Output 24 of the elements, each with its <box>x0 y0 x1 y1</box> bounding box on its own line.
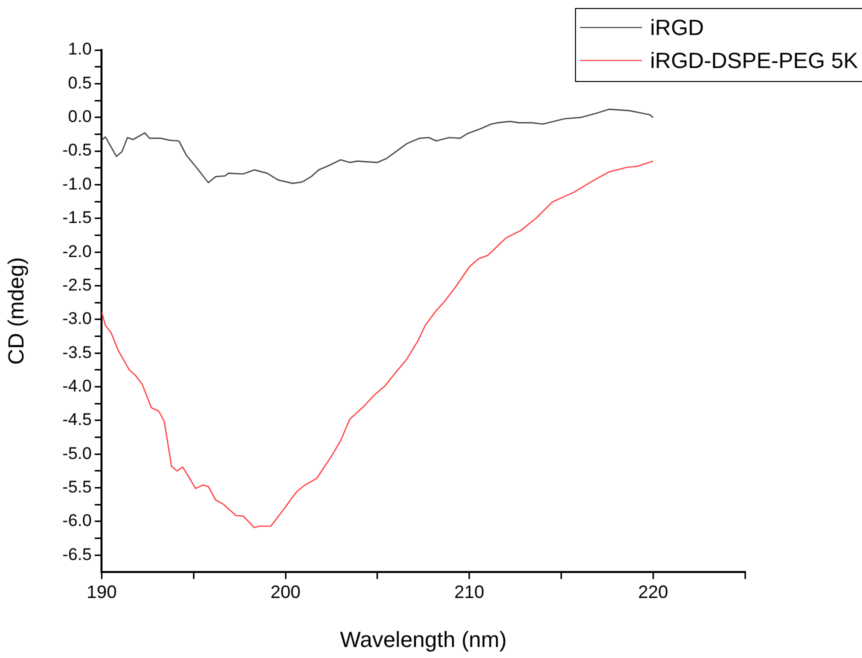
y-tick-label: -5.0 <box>62 444 92 463</box>
y-tick-label: -2.5 <box>62 275 92 294</box>
y-tick-label: 0.5 <box>68 73 92 92</box>
x-tick-label: 190 <box>86 582 117 602</box>
y-axis-title: CD (mdeg) <box>3 257 28 365</box>
y-tick-label: -5.5 <box>62 477 92 496</box>
y-tick-label: -6.0 <box>62 511 92 530</box>
x-axis-title: Wavelength (nm) <box>340 626 507 652</box>
x-tick-label: 200 <box>270 582 301 602</box>
y-tick-label: -2.0 <box>62 242 92 261</box>
y-tick-label: -4.5 <box>62 410 92 430</box>
legend-label: iRGD <box>650 14 704 42</box>
legend-label: iRGD-DSPE-PEG 5K <box>650 47 858 75</box>
y-tick-label: 1.0 <box>68 40 92 59</box>
y-tick-label: -3.5 <box>62 342 92 362</box>
y-tick-label: -1.5 <box>62 208 92 228</box>
y-tick-label: -4.0 <box>62 376 92 396</box>
y-tick-label: -6.5 <box>62 544 92 564</box>
x-tick-label: 210 <box>454 582 484 602</box>
x-tick-label: 220 <box>638 582 668 602</box>
y-tick-label: -0.5 <box>62 140 92 160</box>
y-tick-label: -3.0 <box>62 309 92 328</box>
y-tick-label: 0.0 <box>68 107 92 126</box>
y-tick-label: -1.0 <box>62 174 92 194</box>
